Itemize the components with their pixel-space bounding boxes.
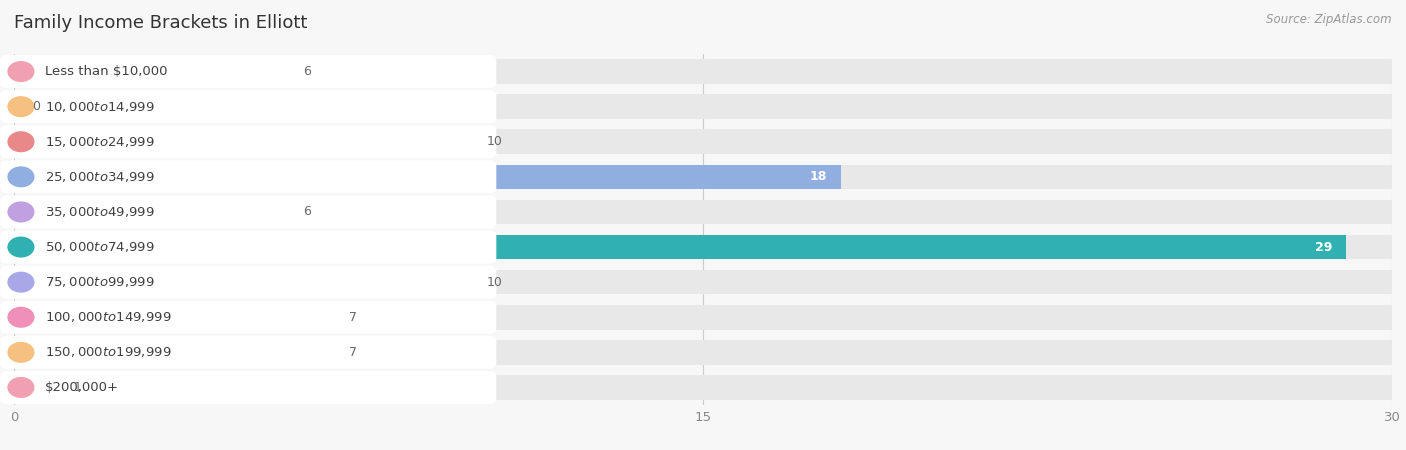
Text: $50,000 to $74,999: $50,000 to $74,999 [45,240,155,254]
Bar [14,200,290,224]
FancyBboxPatch shape [0,90,496,123]
Text: $35,000 to $49,999: $35,000 to $49,999 [45,205,155,219]
Text: 10: 10 [486,135,503,148]
Bar [14,270,474,294]
Circle shape [8,202,34,222]
Bar [14,305,1392,329]
Bar [14,200,1392,224]
Text: $25,000 to $34,999: $25,000 to $34,999 [45,170,155,184]
FancyBboxPatch shape [0,266,496,299]
Text: 18: 18 [810,171,827,183]
Bar [14,340,1392,364]
Text: $100,000 to $149,999: $100,000 to $149,999 [45,310,172,324]
Bar [14,340,336,364]
Circle shape [8,237,34,257]
Bar [14,270,1392,294]
FancyBboxPatch shape [0,160,496,194]
FancyBboxPatch shape [0,336,496,369]
FancyBboxPatch shape [0,55,496,88]
Circle shape [8,272,34,292]
Text: Family Income Brackets in Elliott: Family Income Brackets in Elliott [14,14,308,32]
Circle shape [8,342,34,362]
Text: 6: 6 [304,206,311,218]
Text: $10,000 to $14,999: $10,000 to $14,999 [45,99,155,114]
Bar [14,130,474,154]
Text: 0: 0 [32,100,41,113]
Bar [14,59,290,84]
Text: Source: ZipAtlas.com: Source: ZipAtlas.com [1267,14,1392,27]
Circle shape [8,378,34,397]
Text: $150,000 to $199,999: $150,000 to $199,999 [45,345,172,360]
Bar [14,94,1392,119]
Bar [14,235,1346,259]
Circle shape [8,62,34,81]
Text: $15,000 to $24,999: $15,000 to $24,999 [45,135,155,149]
Text: $75,000 to $99,999: $75,000 to $99,999 [45,275,155,289]
FancyBboxPatch shape [0,230,496,264]
FancyBboxPatch shape [0,195,496,229]
Bar [14,375,1392,400]
Text: 6: 6 [304,65,311,78]
Circle shape [8,167,34,187]
Bar [14,165,841,189]
Circle shape [8,97,34,117]
Text: 29: 29 [1315,241,1333,253]
Bar [14,305,336,329]
Bar [14,130,1392,154]
Circle shape [8,307,34,327]
Bar [14,235,1392,259]
FancyBboxPatch shape [0,371,496,404]
Circle shape [8,132,34,152]
Text: 7: 7 [349,346,357,359]
Bar [14,59,1392,84]
Text: Less than $10,000: Less than $10,000 [45,65,167,78]
Text: 7: 7 [349,311,357,324]
Text: 10: 10 [486,276,503,288]
FancyBboxPatch shape [0,301,496,334]
Text: $200,000+: $200,000+ [45,381,120,394]
FancyBboxPatch shape [0,125,496,158]
Text: 1: 1 [73,381,82,394]
Bar [14,375,60,400]
Bar [14,165,1392,189]
